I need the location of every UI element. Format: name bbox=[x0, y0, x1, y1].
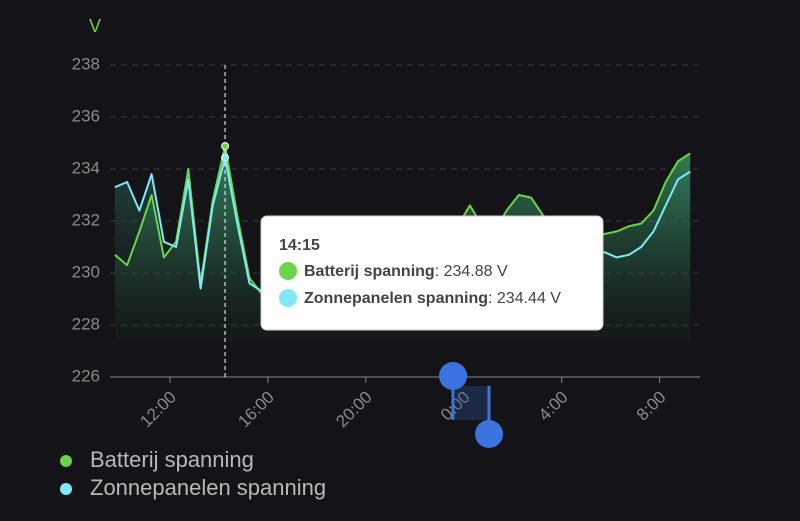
zoom-slider[interactable] bbox=[439, 362, 503, 448]
x-tick-label: 4:00 bbox=[535, 388, 572, 425]
legend-swatch bbox=[60, 483, 72, 495]
tooltip-entry: Batterij spanning: 234.88 V bbox=[304, 263, 508, 280]
tooltip-series: Batterij spanning bbox=[304, 263, 435, 280]
tooltip-swatch bbox=[279, 289, 297, 307]
tooltip-title: 14:15 bbox=[279, 237, 320, 254]
hover-point bbox=[221, 153, 230, 162]
legend-swatch bbox=[60, 455, 72, 467]
y-tick-label: 230 bbox=[72, 262, 100, 281]
x-tick-label: 20:00 bbox=[332, 388, 376, 432]
tooltip: 14:15 Batterij spanning: 234.88 V Zonnep… bbox=[260, 215, 604, 331]
y-tick-label: 236 bbox=[72, 106, 100, 125]
tooltip-swatch bbox=[279, 262, 297, 280]
tooltip-series: Zonnepanelen spanning bbox=[304, 290, 488, 307]
tooltip-box bbox=[260, 215, 604, 331]
legend-label: Batterij spanning bbox=[90, 447, 254, 472]
slider-handle[interactable] bbox=[439, 362, 467, 390]
tooltip-value: : 234.88 V bbox=[435, 263, 508, 280]
legend-label: Zonnepanelen spanning bbox=[90, 475, 326, 500]
slider-handle[interactable] bbox=[475, 420, 503, 448]
hover-point bbox=[221, 142, 230, 151]
y-tick-label: 232 bbox=[72, 210, 100, 229]
y-tick-label: 226 bbox=[72, 366, 100, 385]
y-tick-label: 228 bbox=[72, 314, 100, 333]
tooltip-entry: Zonnepanelen spanning: 234.44 V bbox=[304, 290, 561, 307]
x-tick-label: 8:00 bbox=[633, 388, 670, 425]
y-axis-label: V bbox=[89, 16, 101, 36]
y-tick-label: 234 bbox=[72, 158, 100, 177]
tooltip-value: : 234.44 V bbox=[488, 290, 561, 307]
x-tick-label: 16:00 bbox=[234, 388, 278, 432]
slider-range[interactable] bbox=[455, 386, 489, 420]
x-tick-label: 12:00 bbox=[136, 388, 180, 432]
legend: Batterij spanning Zonnepanelen spanning bbox=[60, 447, 326, 500]
y-tick-label: 238 bbox=[72, 54, 100, 73]
